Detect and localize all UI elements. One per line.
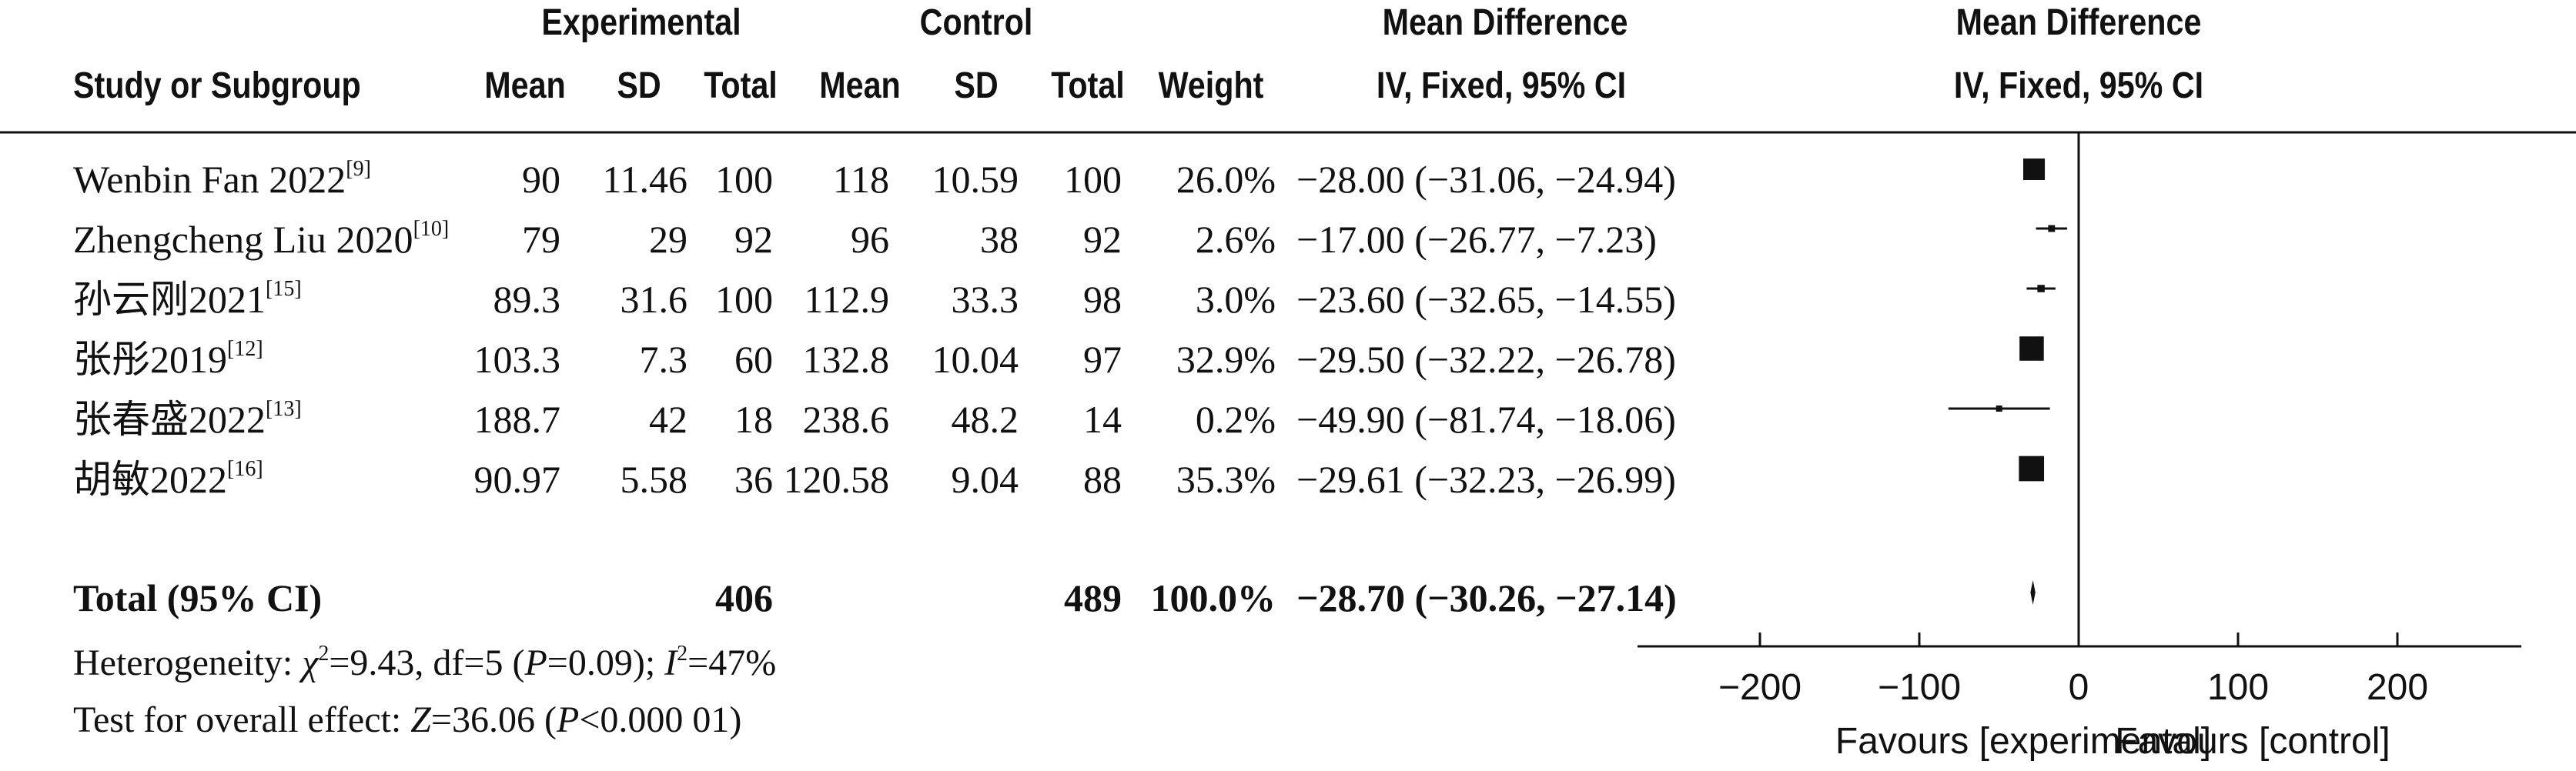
study-total2: 92 <box>1083 218 1122 261</box>
favours-control-label: Favours [control] <box>2115 721 2390 762</box>
study-sd2: 38 <box>980 218 1019 261</box>
study-name: 胡敏2022[16] <box>73 457 263 501</box>
study-sd1: 31.6 <box>620 278 688 321</box>
study-sd1: 11.46 <box>602 158 687 201</box>
header-ci: IV, Fixed, 95% CI <box>1376 65 1627 106</box>
header-mean-difference: Mean Difference <box>1382 2 1628 43</box>
header-study-or-subgroup: Study or Subgroup <box>73 65 361 106</box>
effect-square <box>2048 225 2056 232</box>
heterogeneity-text: Heterogeneity: χ2=9.43, df=5 (P=0.09); I… <box>73 642 777 683</box>
header-total-control: Total <box>1051 65 1125 106</box>
study-name: 张彤2019[12] <box>73 337 263 381</box>
study-ci: −23.60 (−32.65, −14.55) <box>1296 278 1676 321</box>
total-ci: −28.70 (−30.26, −27.14) <box>1296 576 1677 619</box>
header-sd-control: SD <box>954 65 999 106</box>
study-ci: −28.00 (−31.06, −24.94) <box>1296 158 1676 201</box>
study-total1: 92 <box>734 218 773 261</box>
study-mean2: 96 <box>851 218 889 261</box>
study-ci: −49.90 (−81.74, −18.06) <box>1296 398 1676 441</box>
effect-square <box>2019 336 2044 361</box>
effect-square <box>2019 456 2045 482</box>
study-total1: 18 <box>734 398 773 441</box>
effect-square <box>2023 158 2046 181</box>
study-weight: 3.0% <box>1195 278 1276 321</box>
header-experimental: Experimental <box>541 2 741 43</box>
study-name: Wenbin Fan 2022[9] <box>73 157 371 201</box>
study-sd2: 9.04 <box>951 458 1019 501</box>
study-mean2: 238.6 <box>802 398 890 441</box>
header-weight: Weight <box>1158 65 1264 106</box>
study-weight: 2.6% <box>1195 218 1276 261</box>
study-ci: −17.00 (−26.77, −7.23) <box>1296 218 1657 261</box>
overall-effect-text: Test for overall effect: Z=36.06 (P<0.00… <box>73 699 742 740</box>
study-weight: 32.9% <box>1176 338 1276 381</box>
study-total2: 88 <box>1083 458 1122 501</box>
study-mean2: 120.58 <box>783 458 890 501</box>
study-sd1: 42 <box>649 398 687 441</box>
effect-square <box>1996 406 2002 412</box>
study-mean1: 188.7 <box>473 398 561 441</box>
study-sd1: 29 <box>649 218 687 261</box>
study-mean1: 103.3 <box>473 338 561 381</box>
total-experimental: 406 <box>715 576 773 619</box>
study-mean2: 118 <box>832 158 889 201</box>
x-tick-label: 100 <box>2206 667 2270 708</box>
total-weight: 100.0% <box>1150 576 1276 619</box>
study-name: 孙云刚2021[15] <box>73 277 302 321</box>
study-sd2: 10.59 <box>932 158 1019 201</box>
study-total2: 100 <box>1064 158 1122 201</box>
study-mean1: 79 <box>522 218 560 261</box>
header-mean-experimental: Mean <box>484 65 566 106</box>
study-name: Zhengcheng Liu 2020[10] <box>73 217 450 261</box>
study-name: 张春盛2022[13] <box>73 397 302 441</box>
study-mean1: 90 <box>522 158 560 201</box>
effect-square <box>2037 285 2045 292</box>
study-sd1: 5.58 <box>620 458 688 501</box>
header-sd-experimental: SD <box>617 65 661 106</box>
x-tick-label: 0 <box>2068 667 2089 708</box>
study-total1: 36 <box>734 458 773 501</box>
study-weight: 35.3% <box>1176 458 1276 501</box>
study-total2: 14 <box>1083 398 1122 441</box>
study-mean2: 112.9 <box>804 278 889 321</box>
study-sd2: 33.3 <box>951 278 1019 321</box>
study-sd2: 10.04 <box>932 338 1019 381</box>
header-mean-difference-plot: Mean Difference <box>1955 2 2202 43</box>
study-mean1: 89.3 <box>493 278 561 321</box>
study-mean2: 132.8 <box>802 338 890 381</box>
study-total1: 60 <box>734 338 773 381</box>
header-total-experimental: Total <box>704 65 778 106</box>
study-ci: −29.61 (−32.23, −26.99) <box>1296 458 1676 501</box>
header-mean-control: Mean <box>819 65 901 106</box>
x-tick-label: −100 <box>1877 667 1962 708</box>
total-label: Total (95% CI) <box>73 576 323 619</box>
favours-experimental-label: Favours [experimental] <box>1835 721 2212 762</box>
study-mean1: 90.97 <box>473 458 561 501</box>
study-ci: −29.50 (−32.22, −26.78) <box>1296 338 1676 381</box>
study-total2: 97 <box>1083 338 1122 381</box>
header-control: Control <box>919 2 1033 43</box>
x-tick-label: 200 <box>2366 667 2429 708</box>
study-total1: 100 <box>715 278 773 321</box>
study-total1: 100 <box>715 158 773 201</box>
pooled-diamond <box>2030 580 2036 605</box>
total-control: 489 <box>1064 576 1122 619</box>
study-total2: 98 <box>1083 278 1122 321</box>
header-ci-plot: IV, Fixed, 95% CI <box>1953 65 2204 106</box>
x-tick-label: −200 <box>1718 667 1802 708</box>
study-weight: 0.2% <box>1195 398 1276 441</box>
study-sd2: 48.2 <box>951 398 1019 441</box>
study-sd1: 7.3 <box>639 338 688 381</box>
study-weight: 26.0% <box>1176 158 1276 201</box>
